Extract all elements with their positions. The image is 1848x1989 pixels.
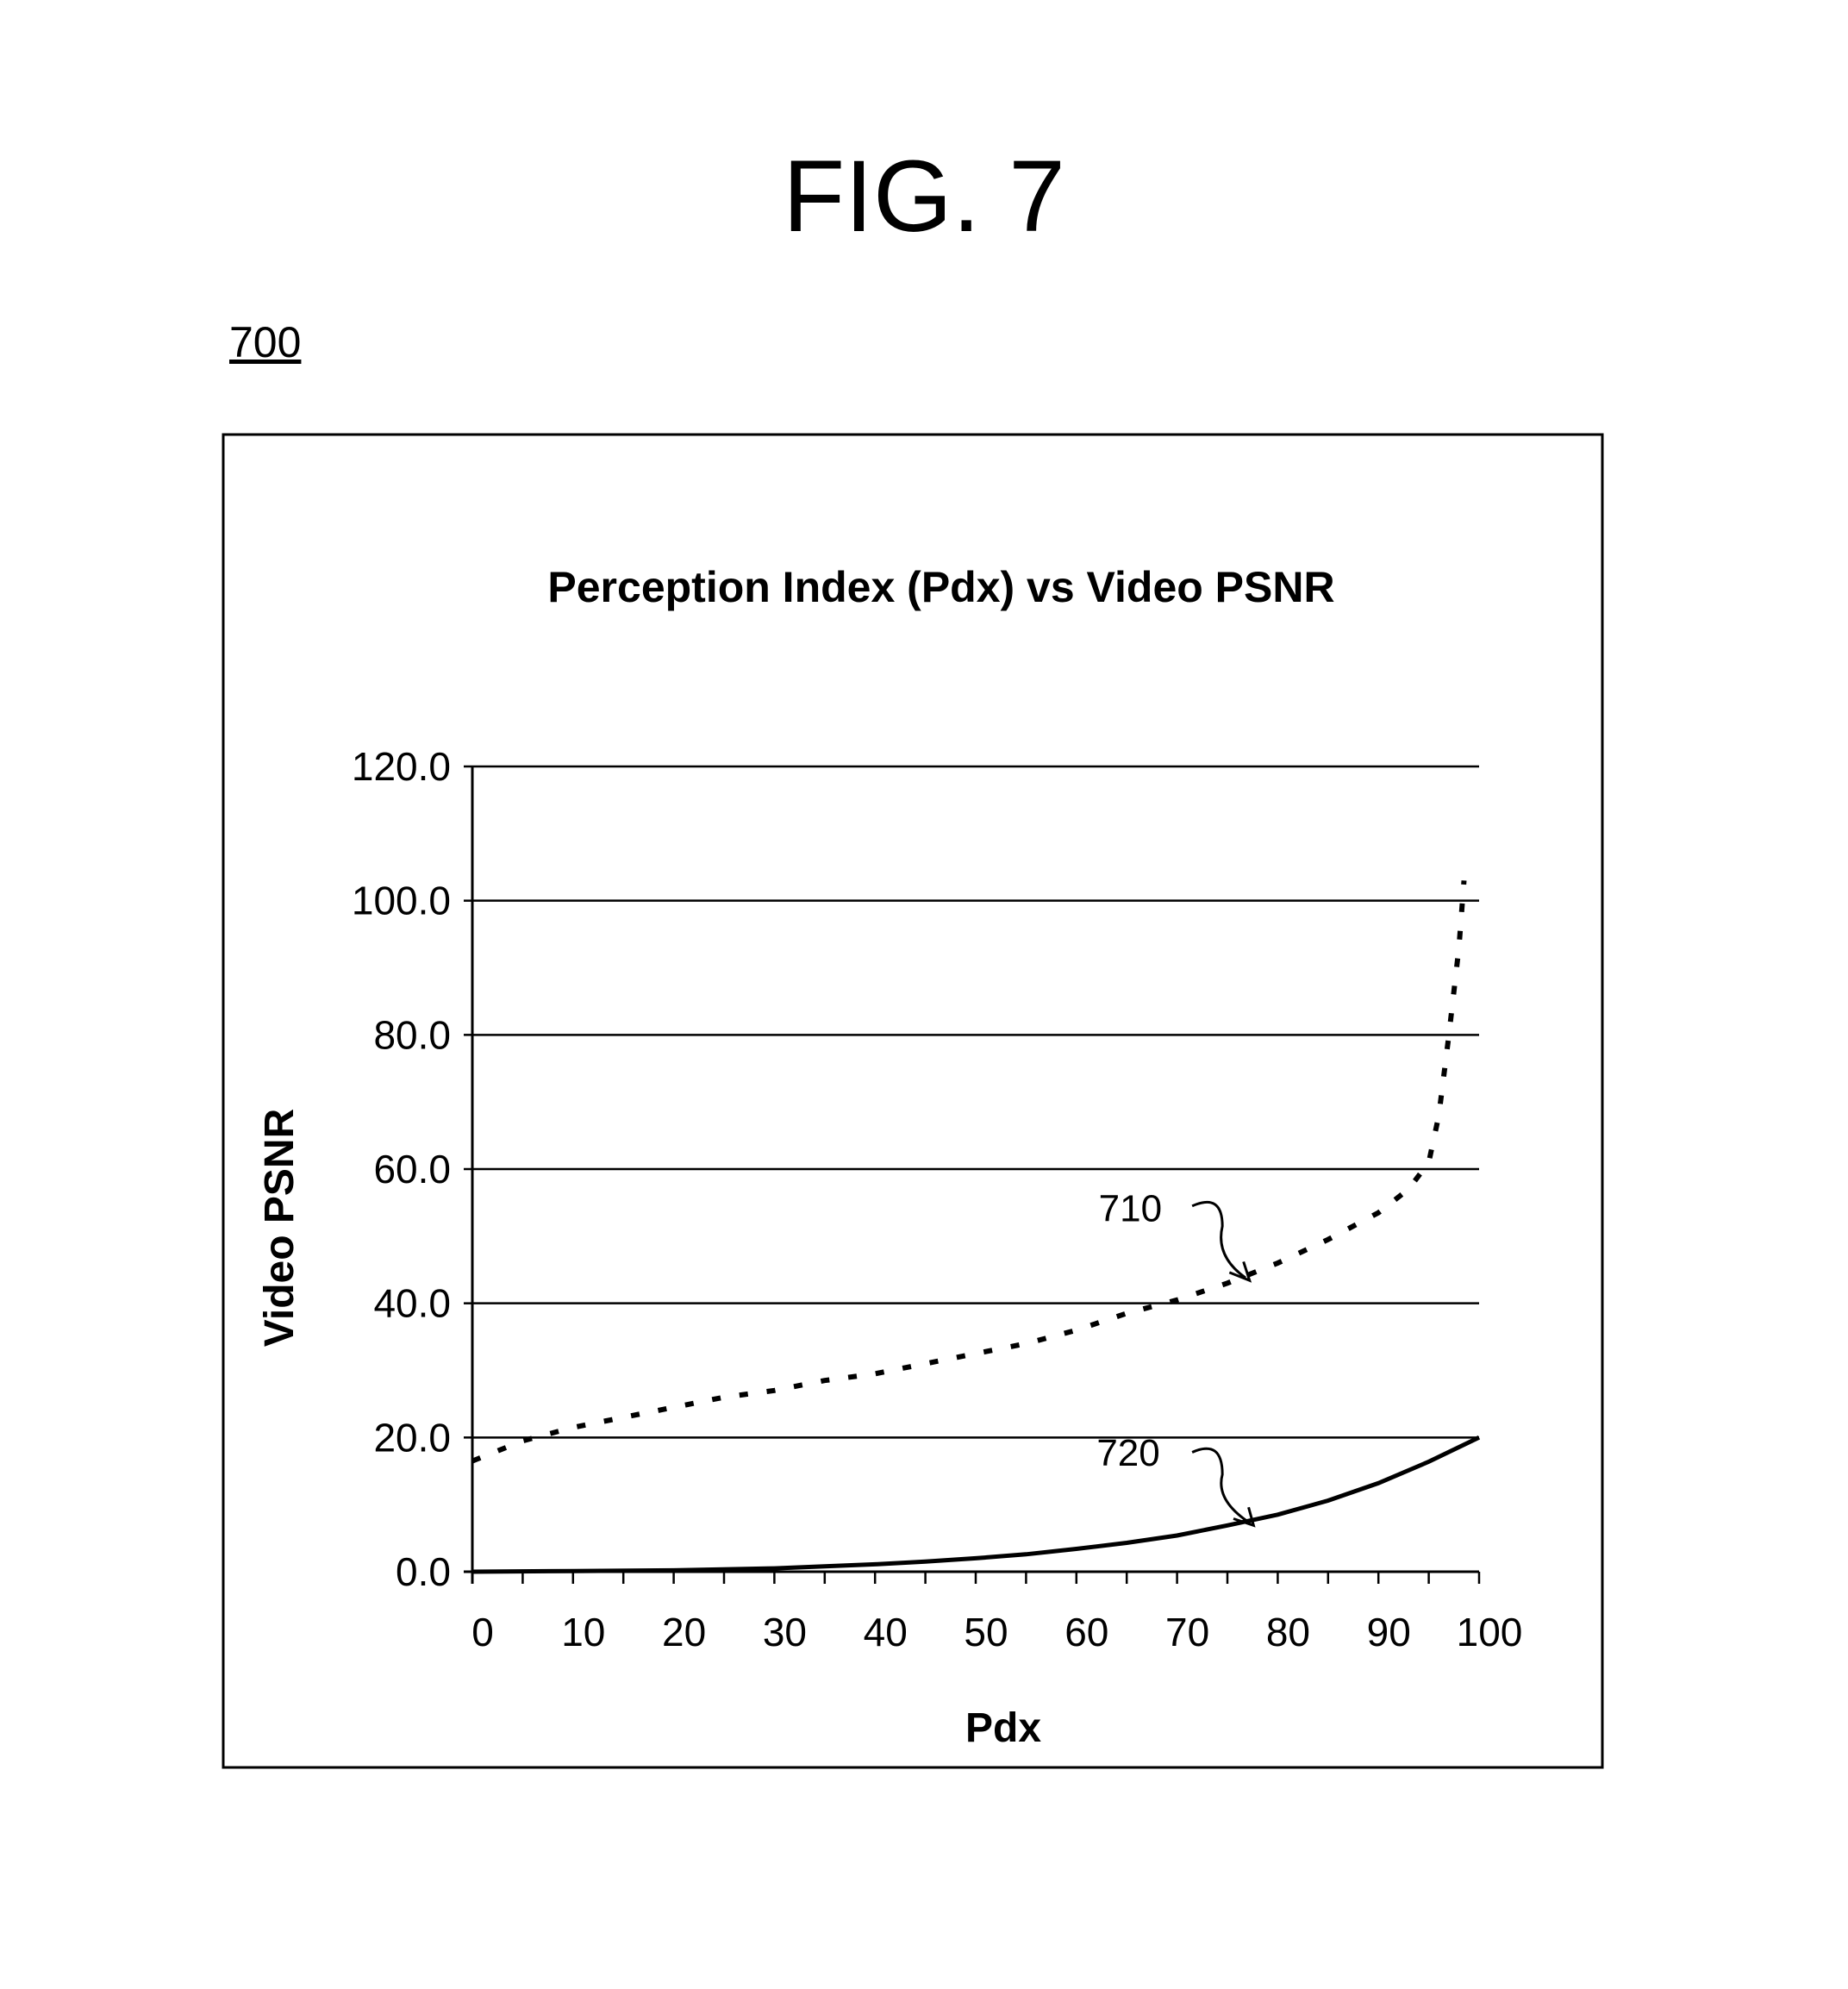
x-axis-label: Pdx [965, 1705, 1041, 1751]
y-tick-label: 80.0 [373, 1012, 451, 1057]
y-tick-label: 0.0 [396, 1549, 451, 1594]
series-710-leader-line [1192, 1202, 1246, 1278]
x-tick-label: 40 [864, 1610, 908, 1654]
x-tick-label: 50 [964, 1610, 1008, 1654]
x-tick-label: 30 [763, 1610, 807, 1654]
chart-title: Perception Index (Pdx) vs Video PSNR [547, 563, 1334, 611]
x-tick-label: 100 [1457, 1610, 1523, 1654]
axes: 0.0 20.0 40.0 60.0 80.0 100.0 120.0 0 10 20 30 40 50… [352, 744, 1523, 1654]
series-label-720: 720 [1096, 1432, 1159, 1474]
gridlines [472, 766, 1479, 1437]
series-annotations: 710 720 [1096, 1188, 1253, 1526]
x-tick-label: 0 [471, 1610, 494, 1654]
x-tick-label: 90 [1367, 1610, 1411, 1654]
series-label-710: 710 [1099, 1188, 1162, 1230]
y-tick-label: 20.0 [373, 1415, 451, 1460]
series-lines [472, 880, 1479, 1572]
x-tick-label: 10 [561, 1610, 605, 1654]
y-tick-label: 40.0 [373, 1281, 451, 1326]
y-tick-label: 60.0 [373, 1147, 451, 1192]
series-720-line [472, 1437, 1479, 1572]
series-720-leader-line [1192, 1448, 1251, 1523]
series-710-line [472, 880, 1464, 1460]
x-tick-label: 80 [1266, 1610, 1310, 1654]
x-tick-label: 60 [1064, 1610, 1108, 1654]
x-tick-label: 70 [1165, 1610, 1209, 1654]
y-tick-label: 120.0 [352, 744, 451, 789]
y-axis-label: Video PSNR [257, 1109, 303, 1348]
y-tick-label: 100.0 [352, 879, 451, 923]
x-tick-label: 20 [662, 1610, 706, 1654]
